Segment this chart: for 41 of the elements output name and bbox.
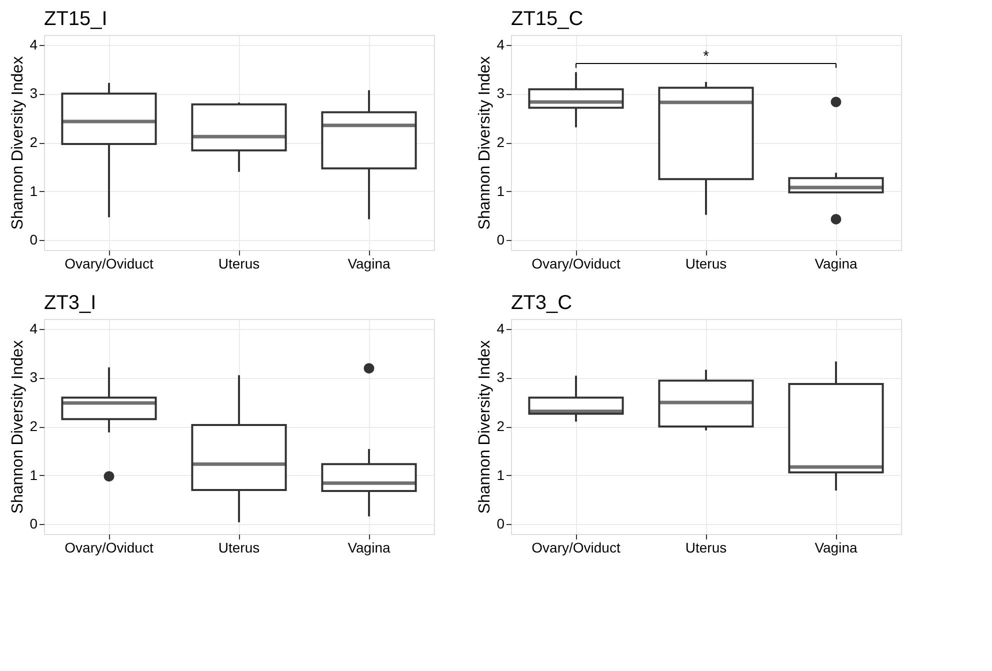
y-tick-label: 4 bbox=[496, 320, 505, 336]
y-tick-label: 0 bbox=[30, 516, 38, 532]
x-tick-label: Uterus bbox=[685, 256, 727, 272]
x-tick-label: Vagina bbox=[348, 256, 390, 272]
y-tick-label: 1 bbox=[30, 182, 38, 199]
y-tick-label: 4 bbox=[496, 36, 505, 52]
x-tick-label: Ovary/Oviduct bbox=[532, 540, 620, 556]
x-tick-label: Vagina bbox=[814, 540, 858, 556]
y-tick-label: 0 bbox=[30, 232, 38, 248]
y-tick-label: 0 bbox=[496, 232, 505, 248]
x-tick-label: Uterus bbox=[218, 256, 260, 272]
y-tick-label: 1 bbox=[496, 466, 505, 483]
y-tick-label: 1 bbox=[30, 466, 38, 483]
y-tick-label: 3 bbox=[30, 85, 38, 102]
y-axis-title: Shannon Diversity Index bbox=[476, 56, 494, 230]
x-tick-label: Ovary/Oviduct bbox=[532, 256, 620, 272]
x-tick-label: Ovary/Oviduct bbox=[64, 540, 154, 556]
y-tick-label: 4 bbox=[30, 320, 38, 336]
y-tick-label: 1 bbox=[496, 182, 505, 199]
chart-title: ZT15_I bbox=[44, 8, 108, 30]
y-tick-label: 3 bbox=[30, 369, 38, 386]
annotation: * bbox=[703, 48, 710, 66]
chart-title: ZT3_C bbox=[511, 292, 572, 314]
y-axis-title: Shannon Diversity Index bbox=[476, 340, 494, 514]
chart-title: ZT15_C bbox=[511, 8, 584, 30]
y-tick-label: 0 bbox=[496, 516, 505, 532]
y-tick-label: 3 bbox=[496, 369, 505, 386]
x-tick-label: Vagina bbox=[348, 540, 390, 556]
y-tick-label: 2 bbox=[496, 134, 505, 150]
x-tick-label: Uterus bbox=[685, 540, 727, 556]
y-tick-label: 2 bbox=[30, 134, 38, 150]
x-tick-label: Ovary/Oviduct bbox=[64, 256, 154, 272]
y-tick-label: 4 bbox=[30, 36, 38, 52]
y-tick-label: 2 bbox=[496, 418, 505, 434]
y-axis-title: Shannon Diversity Index bbox=[10, 340, 27, 514]
x-tick-label: Vagina bbox=[814, 256, 858, 272]
y-tick-label: 2 bbox=[30, 418, 38, 434]
y-axis-title: Shannon Diversity Index bbox=[10, 56, 27, 230]
chart-title: ZT3_I bbox=[44, 292, 96, 314]
x-tick-label: Uterus bbox=[218, 540, 260, 556]
y-tick-label: 3 bbox=[496, 85, 505, 102]
